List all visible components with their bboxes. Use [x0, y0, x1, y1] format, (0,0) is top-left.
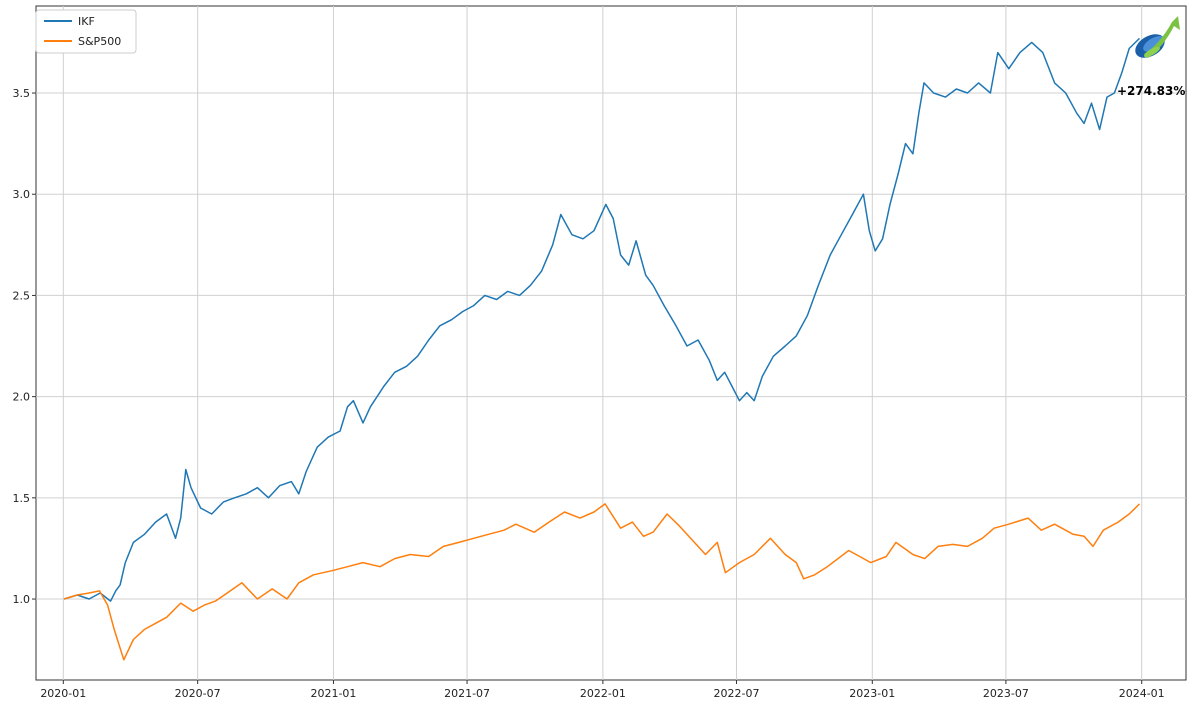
- x-axis-ticks: 2020-01 2020-07 2021-01 2021-07 2022-01 2022-…: [40, 680, 1165, 700]
- y-axis-ticks: 1.0 1.5 2.0 2.5 3.0 3.5: [13, 87, 36, 606]
- x-tick-label: 2021-01: [310, 687, 356, 700]
- y-tick-label: 1.5: [13, 492, 31, 505]
- series-line-ikf: [63, 37, 1141, 602]
- y-tick-label: 3.5: [13, 87, 31, 100]
- x-tick-label: 2023-07: [983, 687, 1029, 700]
- plot-area: [35, 5, 1187, 681]
- legend-label-ikf: IKF: [78, 15, 95, 28]
- legend: IKF S&P500: [35, 9, 137, 54]
- x-tick-label: 2020-07: [175, 687, 221, 700]
- y-tick-label: 1.0: [13, 593, 31, 606]
- y-tick-label: 2.0: [13, 391, 31, 404]
- x-tick-label: 2024-01: [1119, 687, 1165, 700]
- gridlines: [36, 6, 1186, 680]
- x-tick-label: 2022-07: [713, 687, 759, 700]
- return-annotation: +274.83%: [1117, 84, 1185, 98]
- x-tick-label: 2021-07: [444, 687, 490, 700]
- y-tick-label: 3.0: [13, 188, 31, 201]
- series-line-sp500: [63, 503, 1141, 661]
- rising-arrow-logo-icon: [1135, 16, 1180, 58]
- x-tick-label: 2020-01: [40, 687, 86, 700]
- legend-label-sp500: S&P500: [78, 35, 121, 48]
- x-tick-label: 2023-01: [849, 687, 895, 700]
- series-layer: [63, 37, 1141, 661]
- x-tick-label: 2022-01: [580, 687, 626, 700]
- y-tick-label: 2.5: [13, 289, 31, 302]
